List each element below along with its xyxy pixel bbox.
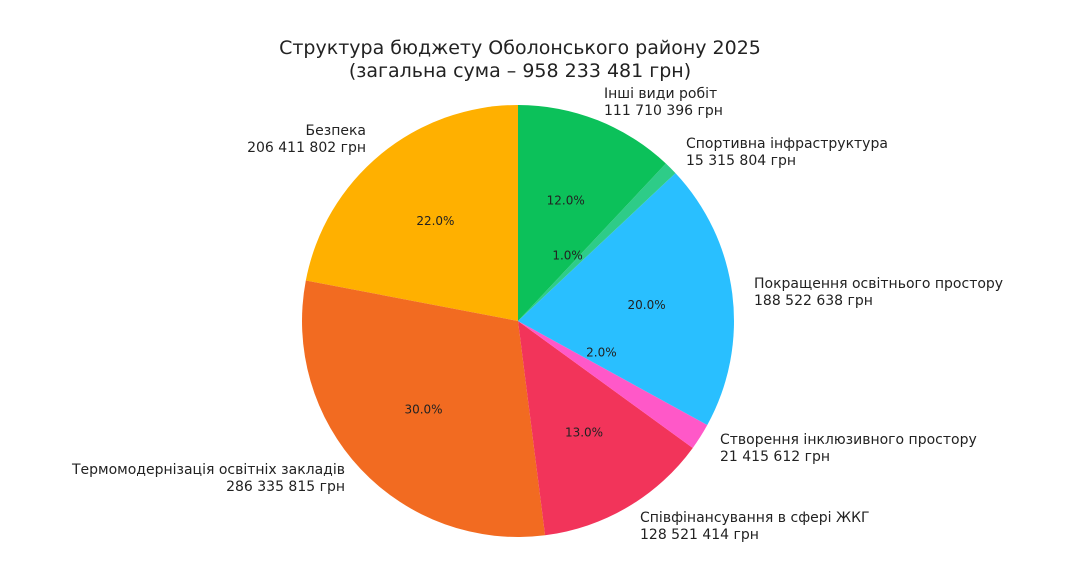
slice-category-label: Співфінансування в сфері ЖКГ: [640, 510, 870, 526]
chart-subtitle: (загальна сума – 958 233 481 грн): [349, 60, 691, 82]
pie-slice: [518, 321, 693, 536]
slice-category-label: Безпека: [306, 123, 366, 139]
slice-amount-label: 206 411 802 грн: [247, 140, 366, 156]
pie-slices: [302, 105, 734, 538]
slice-percent-label: 22.0%: [416, 214, 454, 228]
slice-percent-label: 2.0%: [586, 345, 617, 359]
slice-amount-label: 15 315 804 грн: [686, 153, 796, 169]
slice-percent-label: 13.0%: [565, 426, 603, 440]
slice-percent-label: 12.0%: [547, 194, 585, 208]
pie-percent-labels: 22.0% 30.0% 13.0% 2.0% 20.0% 1.0% 12.0%: [404, 194, 665, 440]
pie-slice: [518, 173, 734, 426]
pie-slice: [305, 105, 518, 321]
slice-amount-label: 21 415 612 грн: [720, 449, 830, 465]
pie-slice: [302, 280, 546, 538]
slice-category-label: Інші види робіт: [604, 86, 717, 102]
slice-percent-label: 20.0%: [628, 298, 666, 312]
slice-amount-label: 286 335 815 грн: [226, 479, 345, 495]
pie-slice: [518, 321, 708, 448]
slice-category-label: Створення інклюзивного простору: [720, 432, 977, 448]
pie-slice: [518, 105, 666, 321]
chart-title: Структура бюджету Оболонського району 20…: [279, 37, 761, 59]
slice-percent-label: 1.0%: [552, 248, 583, 262]
slice-amount-label: 128 521 414 грн: [640, 527, 759, 543]
slice-amount-label: 111 710 396 грн: [604, 103, 723, 119]
slice-category-label: Покращення освітнього простору: [754, 276, 1003, 292]
slice-category-label: Термомодернізація освітніх закладів: [71, 462, 345, 478]
slice-category-label: Спортивна інфраструктура: [686, 136, 888, 152]
slice-percent-label: 30.0%: [404, 403, 442, 417]
slice-amount-label: 188 522 638 грн: [754, 293, 873, 309]
pie-slice: [518, 163, 676, 321]
